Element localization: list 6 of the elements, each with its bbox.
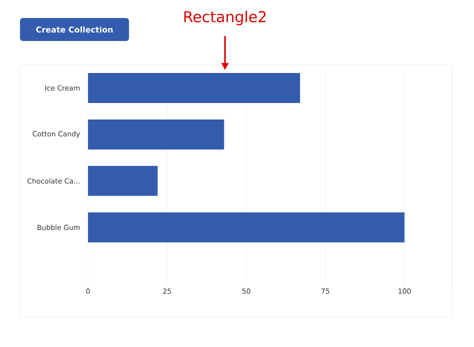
text: Rectangle2 — [184, 10, 266, 26]
text: Create Collection — [36, 26, 113, 33]
bar — [88, 72, 300, 103]
bar — [88, 119, 224, 150]
bar — [88, 212, 405, 242]
bar — [88, 166, 158, 196]
